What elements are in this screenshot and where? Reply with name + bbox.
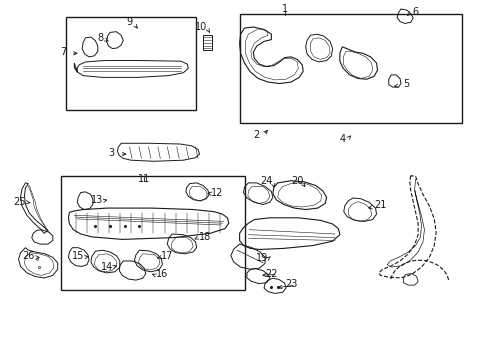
Text: 14: 14 — [100, 262, 113, 272]
Text: 22: 22 — [264, 269, 277, 279]
Text: 9: 9 — [126, 17, 132, 27]
Text: 19: 19 — [255, 253, 267, 264]
Text: 7: 7 — [61, 47, 66, 57]
Text: 26: 26 — [22, 251, 35, 261]
Text: 5: 5 — [402, 78, 408, 89]
Text: 16: 16 — [156, 269, 168, 279]
Text: 1: 1 — [281, 4, 287, 14]
Text: 25: 25 — [13, 197, 26, 207]
Text: 23: 23 — [284, 279, 297, 289]
Bar — [203, 35, 211, 50]
Text: 17: 17 — [161, 251, 173, 261]
Text: 8: 8 — [97, 33, 103, 43]
Bar — [66, 17, 195, 110]
Bar — [61, 176, 244, 290]
Text: 21: 21 — [373, 200, 386, 210]
Text: 4: 4 — [339, 134, 345, 144]
Text: 24: 24 — [260, 176, 272, 186]
Text: 6: 6 — [412, 6, 418, 17]
Text: 13: 13 — [90, 195, 103, 205]
Text: 11: 11 — [138, 174, 150, 184]
Text: 3: 3 — [108, 148, 114, 158]
Text: 12: 12 — [211, 188, 224, 198]
Text: 10: 10 — [195, 22, 207, 32]
Text: 18: 18 — [199, 232, 211, 242]
Text: 15: 15 — [72, 251, 84, 261]
Text: 2: 2 — [253, 130, 259, 140]
Text: 20: 20 — [290, 176, 303, 186]
Bar — [239, 14, 461, 123]
